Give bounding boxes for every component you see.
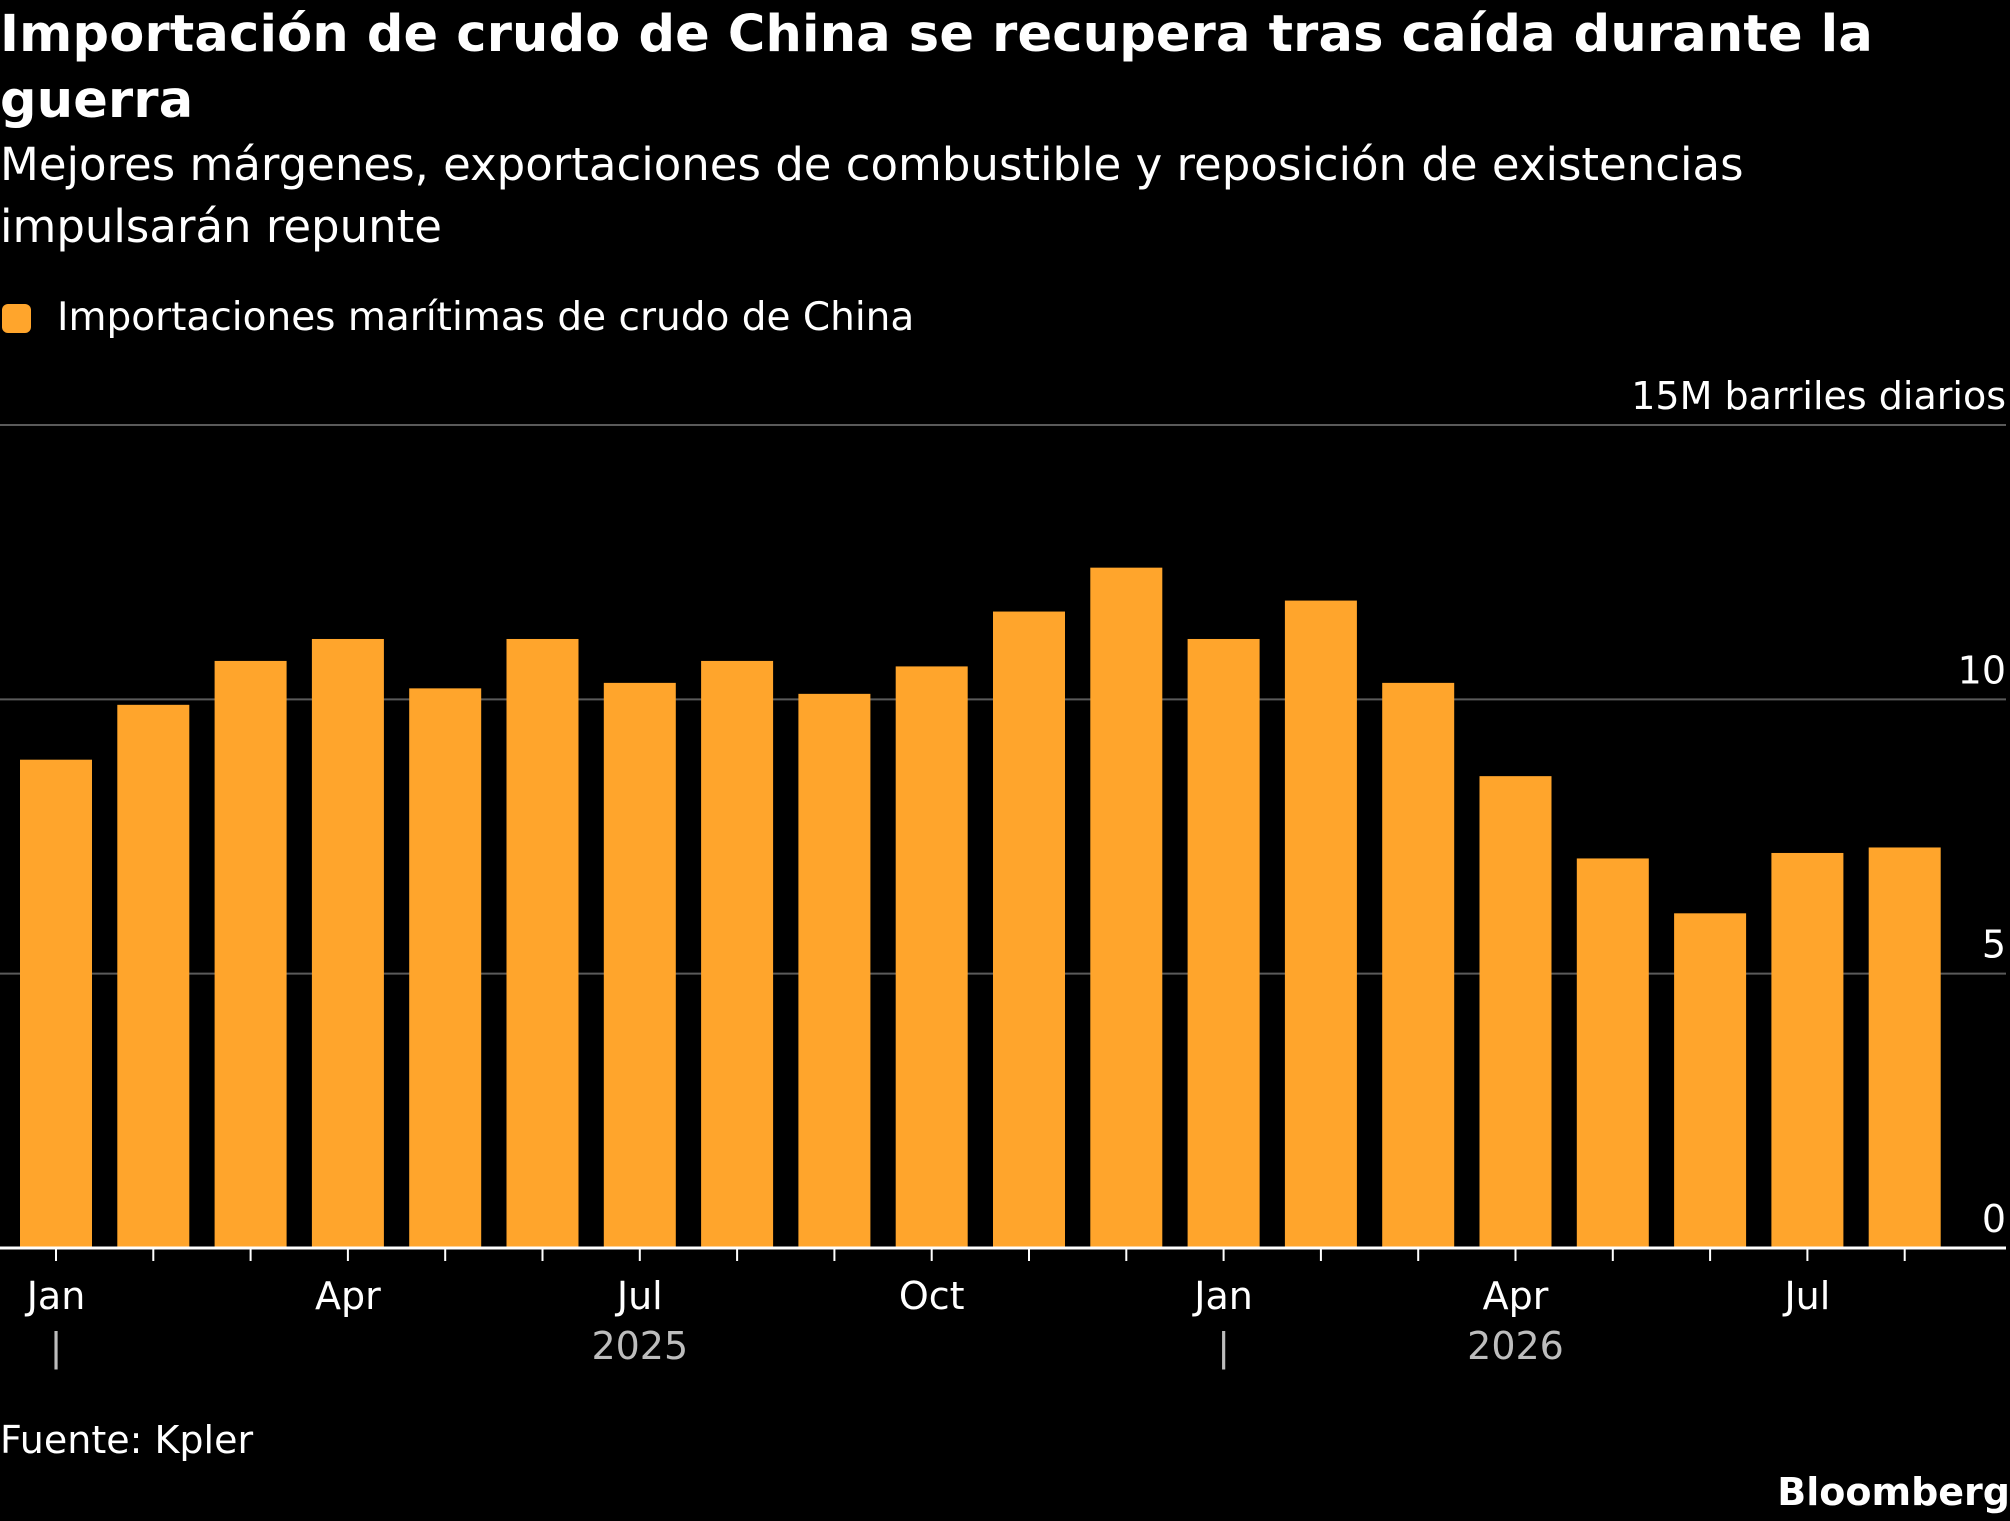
y-tick-label: 15M barriles diarios	[1631, 374, 2006, 418]
x-tick-label: Jan	[25, 1274, 86, 1318]
year-label: 2026	[1467, 1324, 1564, 1368]
x-tick-label: Apr	[315, 1274, 381, 1318]
y-tick-label: 5	[1982, 923, 2006, 967]
bar	[1284, 600, 1357, 1248]
bars	[20, 567, 1941, 1248]
bar	[1479, 776, 1552, 1248]
y-tick-label: 0	[1982, 1197, 2006, 1241]
chart-title: Importación de crudo de China se recuper…	[0, 5, 1873, 130]
year-divider: |	[50, 1325, 63, 1370]
bar	[20, 759, 92, 1248]
bar	[117, 704, 190, 1248]
x-axis: Jan Apr Jul Oct Jan Apr Jul | | 2025 2026	[0, 1246, 2006, 1370]
x-tick-label: Oct	[899, 1274, 965, 1318]
bar	[798, 693, 871, 1248]
source-note: Fuente: Kpler	[0, 1418, 254, 1462]
bar	[409, 688, 482, 1248]
bar	[311, 638, 384, 1248]
x-tick-label: Apr	[1483, 1274, 1549, 1318]
x-tick-label: Jul	[1782, 1274, 1830, 1318]
x-tick-label: Jul	[615, 1274, 663, 1318]
legend: Importaciones marítimas de crudo de Chin…	[2, 296, 914, 340]
bar	[895, 666, 968, 1248]
bar	[1576, 858, 1649, 1248]
bar	[1187, 638, 1260, 1248]
y-tick-label: 10	[1958, 648, 2006, 692]
bar	[701, 660, 774, 1248]
bar	[1090, 567, 1163, 1248]
bar	[506, 638, 579, 1248]
bar	[1868, 847, 1941, 1248]
bar	[1382, 682, 1455, 1248]
bar	[1674, 913, 1747, 1248]
legend-swatch	[2, 303, 31, 333]
year-divider: |	[1217, 1325, 1230, 1370]
x-tick-label: Jan	[1192, 1274, 1253, 1318]
bloomberg-logo: Bloomberg	[1777, 1470, 2010, 1514]
bar	[1771, 852, 1844, 1248]
legend-label: Importaciones marítimas de crudo de Chin…	[57, 295, 915, 340]
bar	[214, 660, 287, 1248]
y-axis-labels: 0 5 10 15M barriles diarios	[1631, 374, 2006, 1241]
bar	[603, 682, 676, 1248]
chart-subtitle: Mejores márgenes, exportaciones de combu…	[0, 138, 1744, 253]
bar	[993, 611, 1065, 1248]
year-label: 2025	[591, 1324, 688, 1368]
